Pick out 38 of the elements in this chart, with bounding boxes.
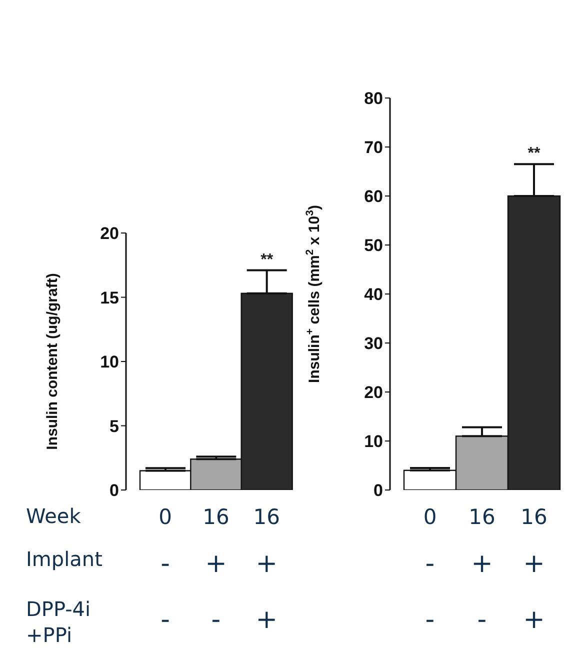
text: + xyxy=(256,605,278,635)
x-tick-label: 16 xyxy=(468,505,496,529)
y-tick-label: 0 xyxy=(110,481,119,500)
y-tick-label: 80 xyxy=(364,89,383,108)
y-tick-label: 5 xyxy=(110,416,119,436)
x-tick-label: 16 xyxy=(202,505,230,529)
text: Implant xyxy=(26,546,104,572)
text: + xyxy=(523,549,545,579)
annotation: ** xyxy=(260,251,274,268)
y-tick-label: 20 xyxy=(100,224,119,244)
y-tick-label: 40 xyxy=(364,285,383,304)
x-tick-label: 16 xyxy=(520,505,548,529)
text: + xyxy=(471,549,493,579)
y-tick-label: 70 xyxy=(364,138,383,158)
x-tick-label: 0 xyxy=(423,505,437,529)
text: - xyxy=(477,605,487,635)
text: + xyxy=(523,605,545,635)
text: + xyxy=(256,549,278,579)
text: + xyxy=(205,549,227,579)
y-tick-label: 0 xyxy=(374,481,383,500)
y-axis-title: Insulin content (ug/graft) xyxy=(44,273,61,450)
y-tick-label: 10 xyxy=(100,352,119,372)
text: - xyxy=(425,605,435,635)
y-tick-label: 30 xyxy=(364,334,383,354)
y-tick-label: 50 xyxy=(364,236,383,256)
y-tick-label: 20 xyxy=(364,383,383,402)
annotation: ** xyxy=(528,145,541,162)
x-tick-label: 0 xyxy=(158,505,172,529)
y-tick-label: 15 xyxy=(100,288,119,308)
y-tick-label: 60 xyxy=(364,187,383,206)
text: - xyxy=(160,605,170,635)
text: Week xyxy=(26,503,82,529)
y-tick-label: 10 xyxy=(364,432,383,452)
text: - xyxy=(160,549,170,579)
text: DPP-4i +PPi xyxy=(26,596,92,648)
text: - xyxy=(425,549,435,579)
text: - xyxy=(211,605,221,635)
x-tick-label: 16 xyxy=(253,505,280,529)
